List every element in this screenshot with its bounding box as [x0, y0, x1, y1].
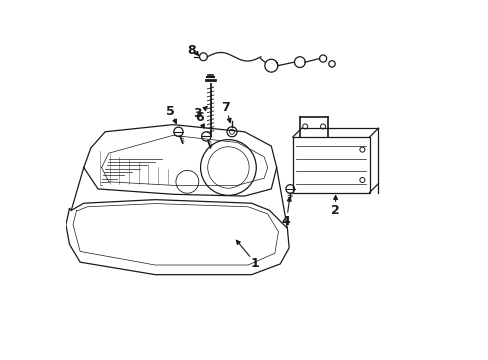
Text: 2: 2: [330, 204, 339, 217]
Text: 3: 3: [193, 107, 201, 120]
Text: 5: 5: [166, 105, 175, 118]
Text: 7: 7: [221, 102, 229, 114]
Bar: [292, 137, 369, 193]
Text: 6: 6: [194, 111, 203, 124]
Text: 4: 4: [281, 215, 289, 228]
Text: 8: 8: [187, 44, 196, 57]
Text: 1: 1: [250, 257, 259, 270]
